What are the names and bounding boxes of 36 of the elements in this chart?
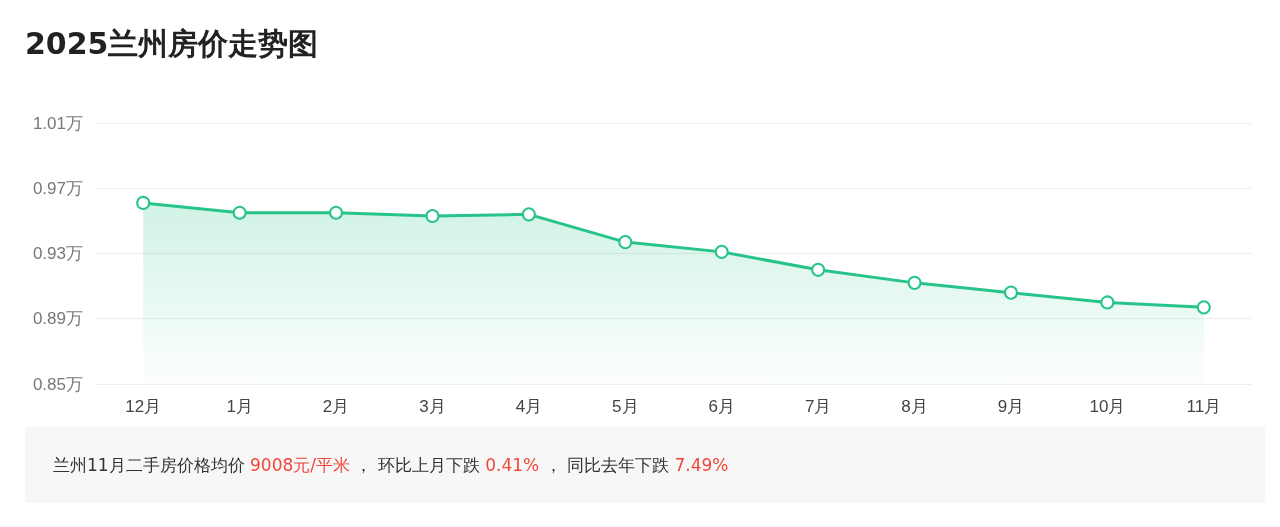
point — [1003, 285, 1018, 300]
point — [618, 235, 633, 250]
x-tick-label: 2月 — [322, 397, 350, 416]
y-tick-label: 1.01万 — [32, 113, 83, 133]
x-tick-label: 11月 — [1186, 397, 1222, 416]
chart-title: 2025兰州房价走势图 — [25, 25, 319, 63]
point — [714, 244, 729, 259]
y-tick-label: 0.89万 — [32, 309, 83, 329]
x-tick-label: 1月 — [226, 397, 253, 416]
y-tick-label: 0.93万 — [32, 244, 83, 263]
x-tick-label: 12月 — [125, 397, 162, 416]
point — [1196, 300, 1211, 315]
point — [811, 262, 826, 277]
y-tick-label: 0.85万 — [32, 374, 83, 394]
text: ， 同比去年下跌 — [543, 455, 671, 475]
x-tick-label: 6月 — [708, 397, 735, 416]
point — [136, 195, 151, 210]
text: ， 环比上月下跌 — [354, 455, 481, 475]
x-tick-label: 9月 — [997, 397, 1025, 416]
x-tick-label: 4月 — [515, 397, 543, 416]
x-tick-label: 8月 — [901, 397, 928, 416]
x-tick-label: 5月 — [612, 397, 639, 416]
x-tick-label: 7月 — [804, 397, 832, 416]
point — [329, 205, 344, 220]
text: 9008元/平米 — [250, 455, 351, 475]
y-tick-label: 0.97万 — [32, 178, 83, 198]
point — [907, 275, 922, 290]
x-tick-label: 3月 — [419, 397, 446, 416]
text: 兰州11月二手房价格均价 — [53, 455, 246, 475]
text: 7.49% — [674, 455, 729, 475]
point — [1100, 295, 1115, 310]
x-tick-label: 10月 — [1089, 397, 1126, 416]
point — [425, 208, 440, 223]
point — [232, 205, 247, 220]
text: 0.41% — [485, 455, 540, 475]
point — [521, 207, 536, 222]
